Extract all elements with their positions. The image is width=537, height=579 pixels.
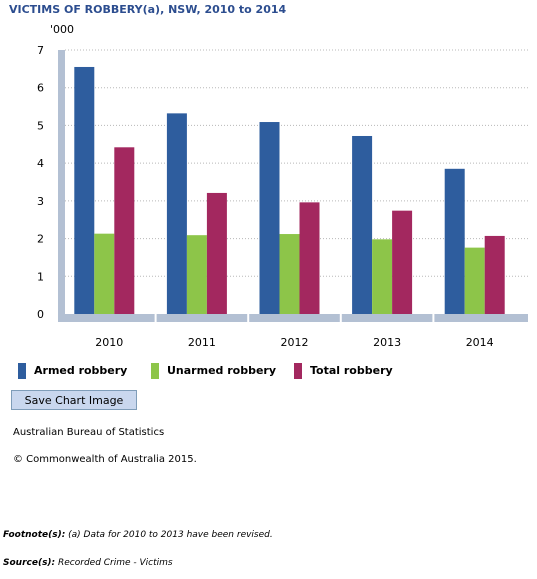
bar-total-robbery-2011 [206, 192, 227, 314]
x-tick-label: 2014 [466, 336, 494, 349]
bar-unarmed-robbery-2010 [94, 233, 115, 314]
bar-unarmed-robbery-2011 [186, 235, 207, 314]
legend-swatch-unarmed-robbery [151, 363, 159, 379]
y-tick-label: 3 [37, 195, 44, 208]
y-tick-label: 6 [37, 82, 44, 95]
y-tick-label: 0 [37, 308, 44, 321]
y-tick-label: 7 [37, 44, 44, 57]
y-axis-unit-label: '000 [50, 23, 74, 36]
y-tick-label: 1 [37, 270, 44, 283]
copyright-notice: © Commonwealth of Australia 2015. [13, 454, 197, 465]
x-tick-label: 2010 [95, 336, 123, 349]
bar-armed-robbery-2012 [259, 122, 280, 314]
agency-credit: Australian Bureau of Statistics [13, 427, 165, 438]
legend-swatch-total-robbery [294, 363, 302, 379]
x-tick-label: 2012 [281, 336, 309, 349]
chart-title: VICTIMS OF ROBBERY(a), NSW, 2010 to 2014 [9, 3, 287, 16]
save-chart-image-button[interactable]: Save Chart Image [11, 390, 137, 410]
footnote-text: (a) Data for 2010 to 2013 have been revi… [65, 530, 273, 540]
bar-total-robbery-2013 [392, 210, 413, 314]
bar-armed-robbery-2010 [74, 66, 95, 314]
bar-chart: 0 1 2 3 4 5 6 7 '000 2010 2011 2012 2013 2014 [37, 23, 528, 349]
bar-armed-robbery-2014 [444, 168, 465, 314]
source-note: Source(s): Recorded Crime - Victims [3, 558, 173, 568]
footnote: Footnote(s): (a) Data for 2010 to 2013 h… [3, 530, 273, 540]
x-tick-label: 2011 [188, 336, 216, 349]
x-axis-floor [58, 314, 528, 322]
source-label: Source(s): [3, 558, 56, 568]
y-tick-label: 2 [37, 233, 44, 246]
bar-total-robbery-2014 [484, 235, 505, 314]
legend-label-unarmed-robbery: Unarmed robbery [167, 364, 277, 377]
bar-unarmed-robbery-2014 [464, 247, 485, 314]
bar-armed-robbery-2013 [352, 135, 373, 314]
source-text: Recorded Crime - Victims [55, 558, 173, 568]
bar-unarmed-robbery-2012 [279, 234, 300, 314]
bar-armed-robbery-2011 [166, 113, 187, 314]
legend-label-armed-robbery: Armed robbery [34, 364, 128, 377]
y-axis-wall [58, 50, 65, 321]
bar-total-robbery-2012 [299, 202, 320, 314]
bar-unarmed-robbery-2013 [372, 239, 393, 314]
y-tick-label: 4 [37, 157, 44, 170]
legend-label-total-robbery: Total robbery [310, 364, 393, 377]
bar-total-robbery-2010 [114, 147, 135, 314]
legend-swatch-armed-robbery [18, 363, 26, 379]
footnote-label: Footnote(s): [3, 530, 66, 540]
y-tick-label: 5 [37, 119, 44, 132]
x-tick-label: 2013 [373, 336, 401, 349]
